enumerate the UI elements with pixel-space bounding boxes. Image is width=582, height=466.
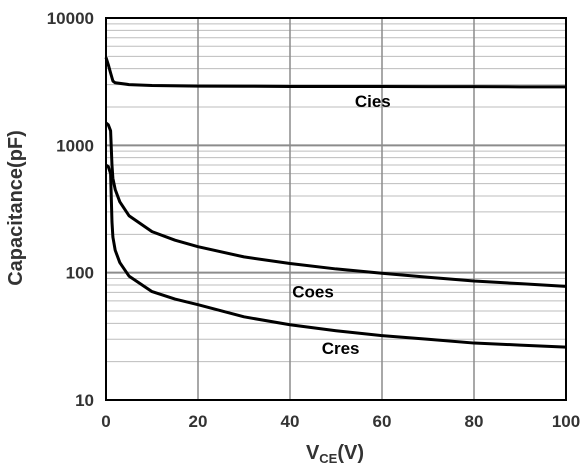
x-tick-label: 100 [552,412,580,431]
y-tick-label: 10000 [47,9,94,28]
y-tick-label: 1000 [56,136,94,155]
series-label-coes: Coes [292,282,334,301]
x-axis-label: VCE(V) [306,442,364,466]
x-tick-label: 60 [373,412,392,431]
y-tick-label: 100 [66,264,94,283]
x-tick-label: 40 [281,412,300,431]
series-labels: Cies Coes Cres [292,92,391,358]
x-tick-label: 80 [465,412,484,431]
x-axis-label-unit: (V) [337,442,364,464]
series-line-coes [105,121,567,288]
x-axis-label-sub: CE [319,451,337,466]
series-label-cies: Cies [355,92,391,111]
x-axis-label-main: V [306,442,320,464]
series-line-cres [105,163,567,349]
y-tick-label: 10 [75,391,94,410]
x-tick-label: 20 [189,412,208,431]
y-axis-label: Capacitance(pF) [5,130,27,286]
x-tick-label: 0 [101,412,110,431]
tick-labels: 0 20 40 60 80 100 10 100 1000 10000 [47,9,580,431]
series-label-cres: Cres [322,339,360,358]
series-line-cies [104,56,566,89]
plot-frame [105,17,567,401]
series-lines [104,56,567,349]
